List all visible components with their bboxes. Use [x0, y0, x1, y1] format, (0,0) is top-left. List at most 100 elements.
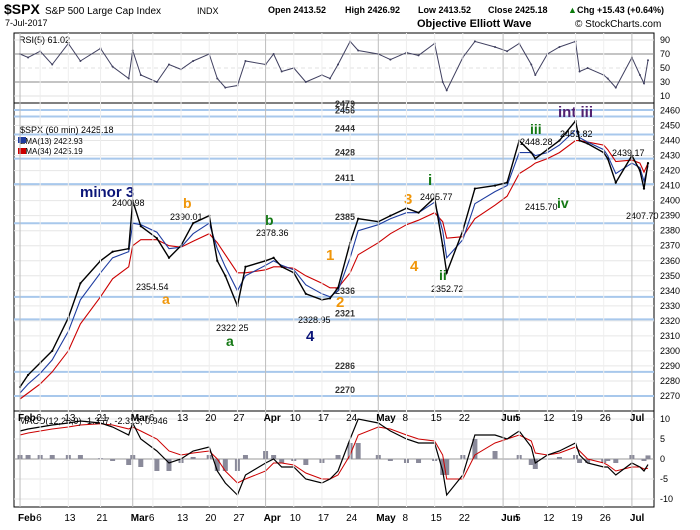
x-tick-label: 15	[431, 413, 443, 424]
rsi-frame	[13, 32, 655, 104]
price-tick-label: 2460	[660, 106, 680, 116]
price-label-2448-28: 2448.28	[520, 137, 553, 147]
price-tick-label: 2350	[660, 271, 680, 281]
macd-histogram-bar	[355, 443, 361, 459]
price-series-label: $SPX (60 min) 2425.18	[20, 125, 114, 135]
macd-histogram-bar	[613, 459, 619, 463]
price-point	[445, 271, 448, 274]
level-label: 2385	[335, 212, 355, 222]
macd-histogram-bar	[126, 459, 132, 465]
x-tick-label-bottom: Jun	[501, 513, 519, 524]
macd-histogram-bar	[242, 455, 248, 459]
x-tick-label-bottom: Mar	[131, 513, 149, 524]
price-tick-label: 2420	[660, 166, 680, 176]
macd-histogram-bar	[214, 459, 220, 471]
macd-histogram-bar	[440, 459, 446, 475]
price-tick-label: 2300	[660, 346, 680, 356]
rsi-point	[506, 50, 509, 53]
macd-histogram-bar	[166, 459, 172, 471]
level-label: 2411	[335, 173, 355, 183]
x-tick-label-bottom: 6	[36, 513, 42, 524]
x-tick-label-bottom: 27	[233, 513, 245, 524]
x-tick-label: 10	[290, 413, 302, 424]
price-line	[19, 119, 649, 388]
macd-histogram-bar	[110, 459, 116, 461]
x-tick-label: 20	[205, 413, 217, 424]
price-point	[167, 256, 171, 259]
price-tick-label: 2320	[660, 316, 680, 326]
rsi-tick-label: 70	[660, 49, 670, 59]
price-point	[530, 151, 533, 154]
rsi-point	[441, 81, 444, 83]
price-point	[192, 222, 195, 225]
price-point	[328, 297, 332, 300]
price-tick-label: 2450	[660, 121, 680, 131]
macd-histogram-bar	[492, 451, 498, 459]
price-label-2453-82: 2453.82	[560, 129, 593, 139]
macd-histogram-bar	[77, 455, 83, 459]
rsi-point	[139, 74, 142, 76]
rsi-point	[304, 81, 307, 83]
price-tick-label: 2370	[660, 241, 680, 251]
x-tick-label: 19	[572, 413, 584, 424]
x-tick-label: 27	[233, 413, 245, 424]
ema13-label: EMA(13) 2422.93	[20, 137, 83, 146]
header-date: 7-Jul-2017	[5, 18, 48, 28]
macd-histogram-bar	[641, 459, 647, 461]
rsi-point	[614, 86, 617, 89]
header-high: High 2426.92	[345, 5, 400, 15]
price-point	[79, 282, 82, 285]
price-point	[389, 214, 392, 217]
price-point	[586, 142, 589, 145]
x-tick-label-bottom: Feb	[18, 513, 36, 524]
wave-a-orange: a	[162, 291, 170, 307]
ema34-line	[19, 140, 649, 400]
rsi-point	[51, 63, 54, 66]
macd-histogram-bar	[49, 455, 55, 459]
x-tick-label-bottom: 22	[459, 513, 471, 524]
x-tick-label: 6	[149, 413, 155, 424]
price-tick-label: 2330	[660, 301, 680, 311]
x-tick-label: 12	[543, 413, 555, 424]
rsi-point	[111, 65, 114, 68]
price-point	[139, 225, 142, 228]
level-label: 2444	[335, 124, 355, 134]
macd-histogram-bar	[303, 459, 309, 465]
rsi-point	[445, 89, 448, 92]
macd-tick-label: 0	[660, 454, 665, 464]
price-tick-label: 2280	[660, 376, 680, 386]
macd-histogram-bar	[444, 459, 450, 475]
wave-i-green: i	[428, 172, 432, 189]
macd-label: MACD(12,26,9) -1.367, -2.313, 0.946	[19, 416, 168, 426]
macd-histogram-bar	[25, 455, 31, 459]
rsi-point	[530, 63, 533, 66]
price-tick-label: 2310	[660, 331, 680, 341]
wave-iv-green: iv	[557, 195, 569, 211]
rsi-tick-label: 90	[660, 35, 670, 45]
macd-tick-label: 5	[660, 434, 665, 444]
macd-histogram-bar	[279, 459, 285, 463]
header-exchange: INDX	[197, 6, 219, 16]
x-tick-label: 22	[459, 413, 471, 424]
rsi-point	[216, 77, 219, 80]
price-tick-label: 2270	[660, 391, 680, 401]
macd-histogram-bar	[416, 459, 422, 463]
price-point	[646, 161, 650, 165]
rsi-point	[79, 60, 82, 62]
price-point	[51, 349, 54, 353]
wave-4-navy: 4	[306, 328, 315, 345]
macd-histogram-bar	[556, 457, 562, 459]
rsi-point	[647, 59, 649, 62]
x-tick-label-bottom: 26	[600, 513, 612, 524]
x-tick-label-bottom: 12	[543, 513, 555, 524]
chart-header: $SPX S&P 500 Large Cap Index INDX 7-Jul-…	[4, 1, 664, 30]
price-tick-label: 2430	[660, 151, 680, 161]
macd-line	[19, 418, 649, 497]
rsi-label: RSI(5) 61.02	[19, 35, 70, 45]
price-point	[280, 265, 283, 268]
wave-iii-green: iii	[530, 121, 542, 137]
x-tick-label-bottom: May	[376, 513, 396, 524]
x-tick-label-bottom: 17	[318, 513, 330, 524]
x-tick-label-bottom: 6	[149, 513, 155, 524]
wave-ii-green: ii	[439, 267, 447, 283]
